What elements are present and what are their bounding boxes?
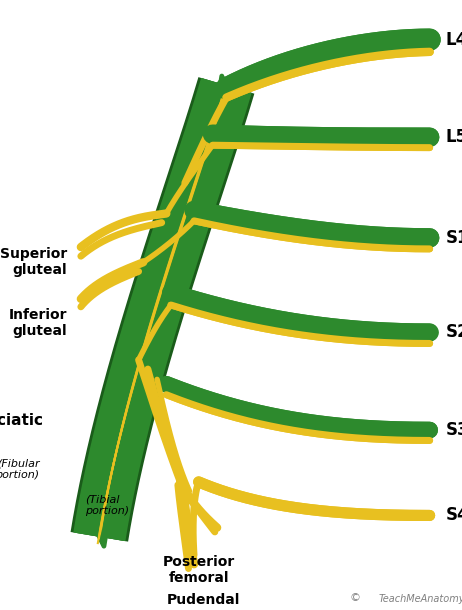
Text: Superior
gluteal: Superior gluteal [0,247,67,278]
Text: (Fibular
portion): (Fibular portion) [0,459,39,481]
Text: L4: L4 [446,30,462,49]
Text: L5: L5 [446,128,462,146]
Text: S1: S1 [446,229,462,247]
Text: S2: S2 [446,323,462,342]
Text: Posterior
femoral: Posterior femoral [163,555,235,586]
Text: ©: © [349,593,360,603]
Text: TeachMeAnatomy: TeachMeAnatomy [379,594,462,604]
Text: Inferior
gluteal: Inferior gluteal [8,308,67,339]
Text: Pudendal: Pudendal [167,593,240,607]
Text: (Tibial
portion): (Tibial portion) [85,494,130,515]
Text: Sciatic: Sciatic [0,414,44,428]
Text: S4: S4 [446,506,462,525]
Text: S3: S3 [446,421,462,439]
